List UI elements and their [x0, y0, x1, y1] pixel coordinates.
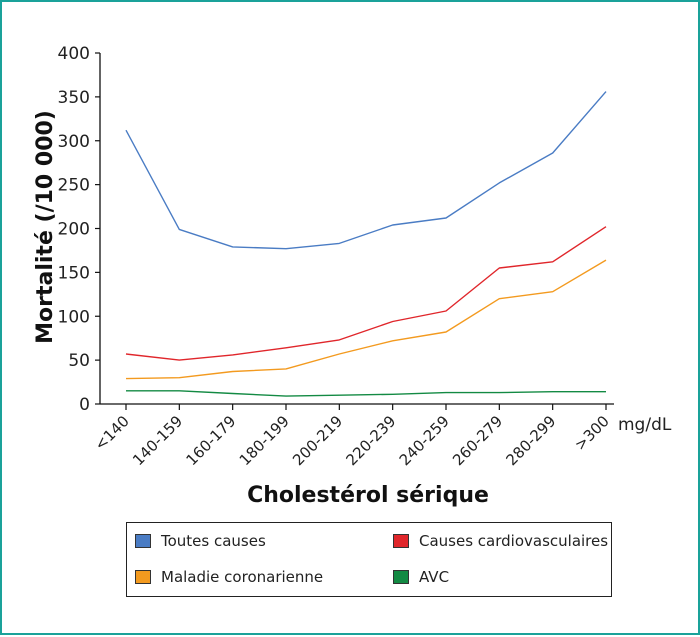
series-line-causes-cardiovasculaires: [125, 226, 607, 361]
y-tick-label: 250: [58, 176, 90, 196]
y-tick-label: 400: [58, 44, 90, 64]
y-tick-label: 0: [79, 395, 90, 415]
legend-item-maladie-coronarienne: Maladie coronarienne: [135, 568, 323, 586]
legend-label: Toutes causes: [161, 532, 266, 550]
legend: Toutes causes Causes cardiovasculaires M…: [126, 522, 612, 597]
x-tick-label: 200-219: [289, 412, 346, 469]
legend-swatch-avc: [393, 570, 409, 584]
x-axis-unit: mg/dL: [618, 415, 672, 435]
legend-swatch-maladie-coronarienne: [135, 570, 151, 584]
y-tick-label: 200: [58, 220, 90, 240]
x-tick-label: >300: [571, 412, 613, 454]
legend-item-avc: AVC: [393, 568, 449, 586]
legend-swatch-causes-cardiovasculaires: [393, 534, 409, 548]
y-tick-label: 300: [58, 132, 90, 152]
x-tick-label: 220-239: [342, 412, 399, 469]
legend-label: Maladie coronarienne: [161, 568, 324, 586]
x-axis-ticks: <140140-159160-179180-199200-219220-2392…: [91, 404, 613, 469]
series-line-avc: [126, 390, 606, 397]
x-tick-label: 240-259: [396, 412, 453, 469]
legend-swatch-toutes-causes: [135, 534, 151, 548]
x-tick-label: 160-179: [182, 412, 239, 469]
x-tick-label: <140: [91, 412, 133, 454]
legend-item-causes-cardiovasculaires: Causes cardiovasculaires: [393, 532, 608, 550]
x-tick-label: 180-199: [236, 412, 293, 469]
legend-label: Causes cardiovasculaires: [419, 532, 609, 550]
x-tick-label: 140-159: [129, 412, 186, 469]
y-tick-label: 50: [68, 351, 90, 371]
series-line-maladie-coronarienne: [125, 259, 607, 380]
y-axis-title: Mortalité (/10 000): [33, 110, 58, 344]
y-axis-ticks: 0 50 100 150 200 250 300 350 400: [58, 44, 100, 415]
x-axis-title: Cholestérol sérique: [247, 483, 489, 508]
y-tick-label: 100: [58, 307, 90, 327]
y-tick-label: 350: [58, 88, 90, 108]
series-line-toutes-causes: [125, 91, 607, 250]
y-tick-label: 150: [58, 263, 90, 283]
x-tick-label: 280-299: [502, 412, 559, 469]
series-lines: [125, 91, 607, 397]
legend-label: AVC: [419, 568, 450, 586]
legend-item-toutes-causes: Toutes causes: [135, 532, 266, 550]
axes: [99, 53, 614, 405]
x-tick-label: 260-279: [449, 412, 506, 469]
